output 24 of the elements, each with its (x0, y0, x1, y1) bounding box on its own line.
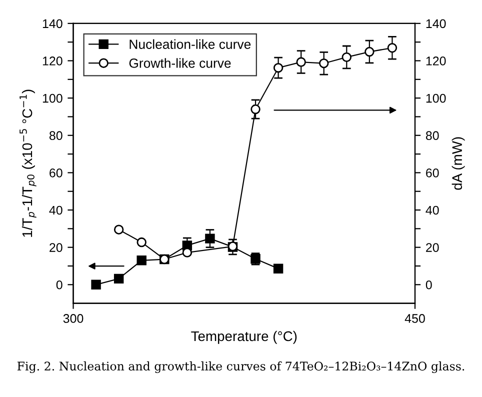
y2-axis-title: dA (mW) (452, 137, 465, 190)
x-axis-title: Temperature (°C) (191, 330, 297, 344)
y-tick-label: 20 (50, 243, 62, 252)
y2-tick-label: 60 (426, 168, 439, 178)
y2-tick-label: 140 (426, 19, 446, 28)
y-tick-label: 80 (49, 131, 62, 140)
text: 1/T$_{p}$-1/T$_{p0}$ (x10$^{−5}$ °C$^{−1}$) (20, 90, 36, 237)
y-tick-label: 0 (56, 280, 62, 290)
y-tick-label: 120 (42, 56, 62, 66)
y2-tick-label: 80 (426, 131, 439, 140)
y2-tick-label: 100 (426, 94, 446, 103)
y2-tick-label: 120 (426, 56, 446, 66)
caption: Fig. 2. Nucleation and growth-like curves of 74TeO₂–12Bi₂O₃–14ZnO glass. (17, 361, 464, 374)
legend-label: Growth-like curve (129, 58, 231, 68)
legend-label: Nucleation-like curve (130, 39, 251, 49)
y2-tick-label: 20 (426, 243, 439, 252)
y-tick-label: 40 (49, 206, 62, 215)
y-tick-label: 60 (50, 168, 62, 178)
y-tick-label: 140 (42, 19, 62, 28)
x-tick-label: 300 (63, 314, 84, 323)
y-tick-label: 100 (42, 94, 62, 103)
y2-tick-label: 40 (426, 206, 439, 215)
x-tick-label: 450 (404, 314, 425, 323)
y2-tick-label: 0 (426, 280, 432, 290)
